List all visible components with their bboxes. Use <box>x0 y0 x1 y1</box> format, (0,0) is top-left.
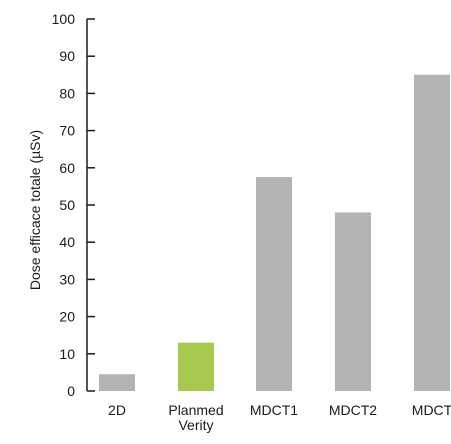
y-tick-label: 80 <box>59 85 75 101</box>
y-tick-label: 60 <box>59 160 75 176</box>
y-tick-label: 90 <box>59 48 75 64</box>
y-axis-title: Dose efficace totale (µSv) <box>27 130 43 290</box>
y-axis: 0 10 20 30 40 50 60 70 80 90 100 <box>52 11 95 399</box>
y-tick-label: 70 <box>59 123 75 139</box>
x-category-label: MDCT1 <box>250 402 298 418</box>
x-category-label: MDCT2 <box>329 402 377 418</box>
x-category-label: Planmed Verity <box>168 402 223 433</box>
x-category-label: 2D <box>108 402 126 418</box>
bar <box>178 342 214 391</box>
x-axis-labels: 2D Planmed Verity MDCT1 MDCT2 MDCT <box>108 402 451 433</box>
bars <box>99 74 450 392</box>
bar <box>335 212 371 391</box>
bar <box>256 177 292 391</box>
y-tick-label: 10 <box>59 346 75 362</box>
y-tick-label: 50 <box>59 197 75 213</box>
y-tick-label: 0 <box>67 383 75 399</box>
bar <box>414 74 450 392</box>
y-tick-label: 20 <box>59 309 75 325</box>
y-tick-label: 30 <box>59 271 75 287</box>
bar <box>99 374 135 391</box>
y-tick-label: 40 <box>59 234 75 250</box>
x-category-label: MDCT <box>412 402 451 418</box>
y-tick-label: 100 <box>52 11 76 27</box>
